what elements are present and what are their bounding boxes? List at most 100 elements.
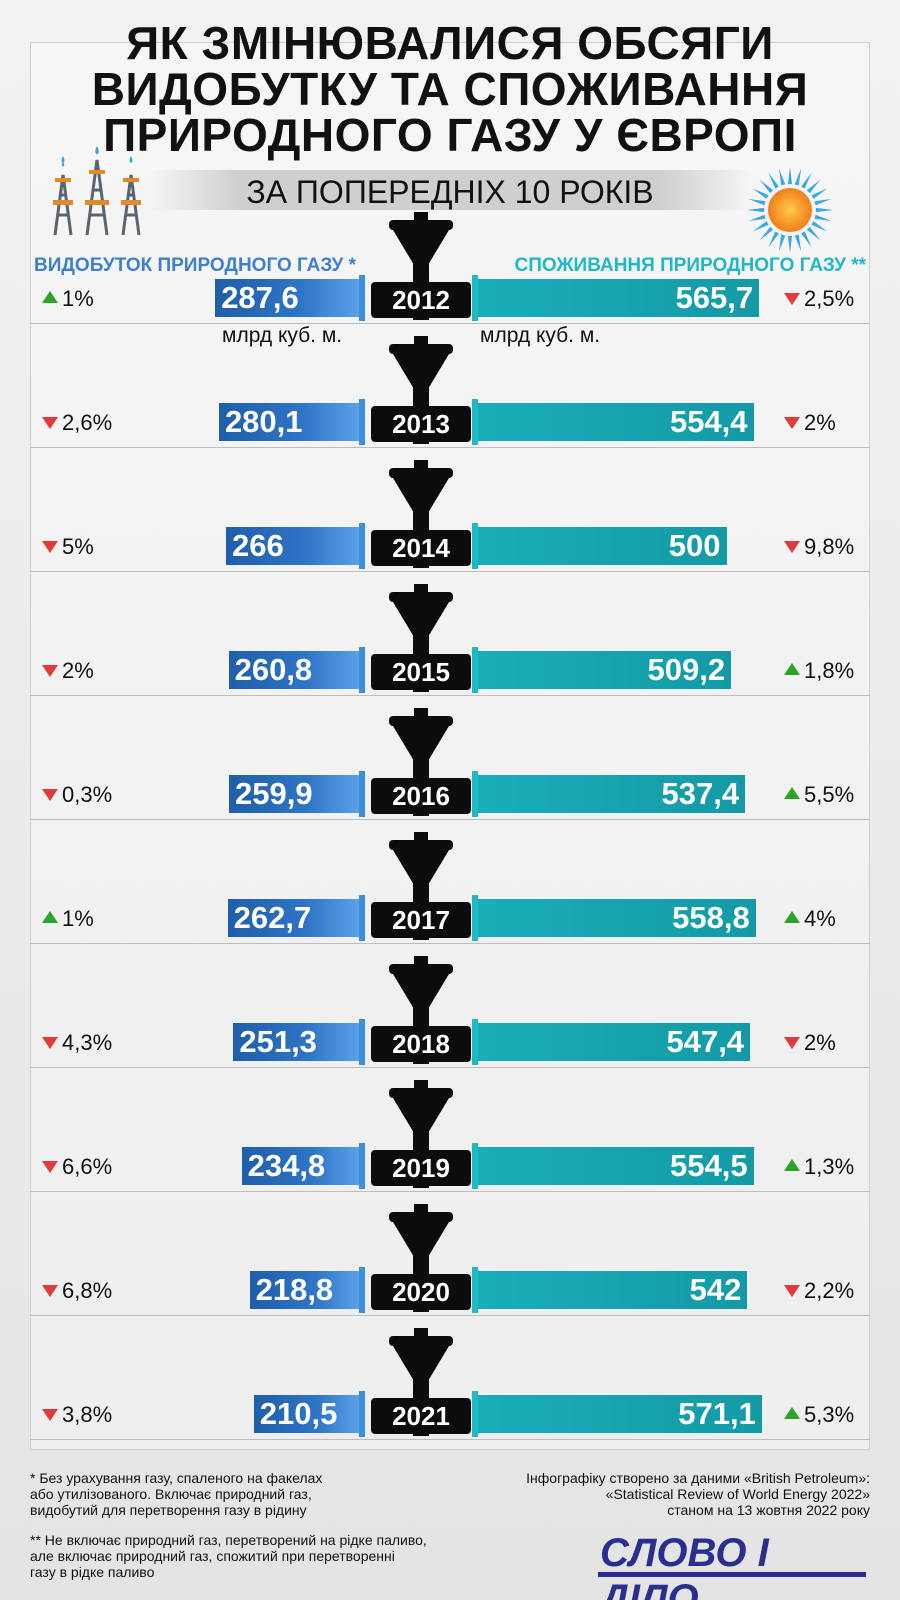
consumption-change: 1,8% [784,656,854,686]
arrow-up-icon [784,911,800,924]
arrow-down-icon [784,1285,800,1298]
sun-ray [794,234,802,252]
consumption-change: 2% [784,408,836,438]
consumption-change-value: 4% [804,906,836,931]
sun-ray [759,226,774,241]
production-change-value: 0,3% [62,782,113,807]
consumption-bar: 500 [478,527,727,565]
row-separator [30,1067,870,1068]
production-change: 0,3% [42,780,112,810]
consumption-bar: 565,7 [478,279,760,317]
year-label: 2018 [371,1026,471,1062]
arrow-up-icon [784,1159,800,1172]
arrow-up-icon [784,787,800,800]
consumption-change-value: 5,3% [804,1402,855,1427]
production-bar: 262,7 [227,899,359,937]
pipe-flange-left [359,275,365,321]
arrow-up-icon [42,911,58,924]
production-header: ВИДОБУТОК ПРИРОДНОГО ГАЗУ * [34,255,356,276]
production-change: 2% [42,656,94,686]
sun-ray [806,226,821,241]
consumption-change: 9,8% [784,532,854,562]
arrow-down-icon [784,1037,800,1050]
production-change-value: 5% [62,534,94,559]
pipe-flange-right [472,1267,478,1313]
production-change: 6,6% [42,1152,112,1182]
pipe-flange-left [359,1391,365,1437]
logo-underline [598,1572,866,1577]
sun-ray [747,207,765,213]
consumption-change: 1,3% [784,1152,854,1182]
consumption-change-value: 1,3% [804,1154,855,1179]
pipe-flange-left [359,771,365,817]
row-separator [30,1315,870,1316]
sun-ray [748,198,766,206]
production-bar: 266 [226,527,359,565]
footnote-2-line-1: ** Не включає природний газ, перетворени… [30,1532,427,1548]
production-change-value: 4,3% [62,1030,113,1055]
sun-ray [814,214,832,222]
row-separator [30,695,870,696]
year-label: 2012 [371,282,471,318]
production-change: 4,3% [42,1028,112,1058]
arrow-down-icon [42,1285,58,1298]
unit-right: млрд куб. м. [480,324,601,347]
arrow-down-icon [784,417,800,430]
consumption-change-value: 1,8% [804,658,855,683]
consumption-change-value: 2% [804,410,836,435]
year-label: 2017 [371,902,471,938]
arrow-down-icon [784,293,800,306]
subtitle: ЗА ПОПЕРЕДНІХ 10 РОКІВ [246,174,654,210]
sun-ray [814,198,832,206]
sun-ray [748,214,766,222]
consumption-bar: 537,4 [478,775,746,813]
sun-ray [768,231,779,248]
consumption-change: 2,2% [784,1276,854,1306]
row-separator [30,1439,870,1440]
sun-ray [752,221,769,232]
footnote-1-line-1: * Без урахування газу, спаленого на факе… [30,1470,323,1486]
sun-ray [811,221,828,232]
arrow-down-icon [42,665,58,678]
consumption-change: 2,5% [784,284,854,314]
row-separator [30,571,870,572]
production-change-value: 1% [62,286,94,311]
footnote-1-line-3: видобутий для перетворення газу в рідину [30,1502,307,1518]
production-change: 1% [42,904,94,934]
row-separator [30,819,870,820]
valve-icon [389,956,453,1064]
arrow-down-icon [42,789,58,802]
consumption-change: 5,5% [784,780,854,810]
production-bar: 218,8 [249,1271,359,1309]
consumption-bar: 542 [478,1271,748,1309]
pipe-flange-right [472,1391,478,1437]
production-bar: 287,6 [215,279,359,317]
production-change-value: 2% [62,658,94,683]
arrow-up-icon [42,291,58,304]
production-bar: 210,5 [253,1395,359,1433]
footnote-consumption: ** Не включає природний газ, перетворени… [30,1532,427,1580]
arrow-down-icon [784,541,800,554]
pipe-flange-right [472,1019,478,1065]
title-line-3: ПРИРОДНОГО ГАЗУ У ЄВРОПІ [103,109,797,161]
production-bar: 251,3 [233,1023,359,1061]
gas-rig-icon [53,146,141,236]
row-separator [30,447,870,448]
page-title: ЯК ЗМІНЮВАЛИСЯ ОБСЯГИ ВИДОБУТКУ ТА СПОЖИ… [0,20,900,158]
sun-ray [759,179,774,194]
source-line-1: Інфографіку створено за даними «British … [526,1470,870,1486]
year-label: 2021 [371,1398,471,1434]
production-change: 6,8% [42,1276,112,1306]
consumption-change: 5,3% [784,1400,854,1430]
consumption-bar: 558,8 [478,899,756,937]
pipe-flange-right [472,275,478,321]
footnote-2-line-2: але включає природний газ, спожитий при … [30,1548,395,1564]
consumption-change: 2% [784,1028,836,1058]
unit-left: млрд куб. м. [222,324,343,347]
row-separator [30,943,870,944]
pipe-flange-left [359,1267,365,1313]
consumption-header: СПОЖИВАННЯ ПРИРОДНОГО ГАЗУ ** [514,255,866,276]
pipe-flange-left [359,1143,365,1189]
pipe-flange-right [472,523,478,569]
consumption-change-value: 2% [804,1030,836,1055]
